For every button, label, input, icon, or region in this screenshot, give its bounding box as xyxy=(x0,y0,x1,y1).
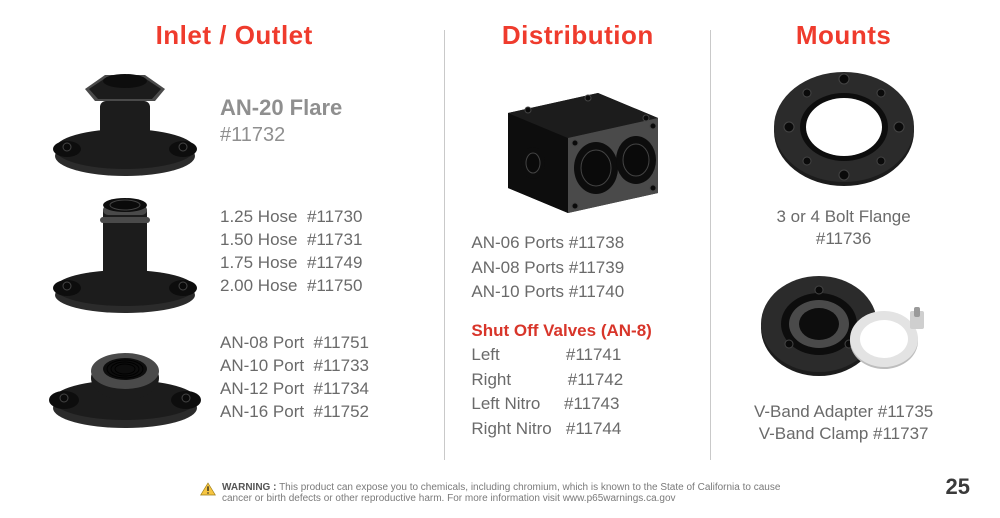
column-inlet-outlet: Inlet / Outlet xyxy=(30,20,438,439)
flare-part: #11732 xyxy=(220,122,438,149)
heading-mounts: Mounts xyxy=(796,20,891,51)
warning-body: This product can expose you to chemicals… xyxy=(222,482,780,504)
port-part-4: AN-16 Port #11752 xyxy=(220,401,438,424)
dist-part-1: AN-06 Ports #11738 xyxy=(471,231,704,256)
shutoff-heading: Shut Off Valves (AN-8) xyxy=(471,321,704,341)
inlet-port-row: AN-08 Port #11751 AN-10 Port #11733 AN-1… xyxy=(30,323,438,433)
vband-block: V-Band Adapter #11735 V-Band Clamp #1173… xyxy=(744,256,944,445)
dist-part-3: AN-10 Ports #11740 xyxy=(471,280,704,305)
column-distribution: Distribution xyxy=(451,20,704,441)
warning-icon xyxy=(200,482,216,496)
hose-part-2: 1.50 Hose #11731 xyxy=(220,229,438,252)
hose-part-4: 2.00 Hose #11750 xyxy=(220,275,438,298)
flare-title: AN-20 Flare xyxy=(220,93,438,123)
hose-part-list: 1.25 Hose #11730 1.50 Hose #11731 1.75 H… xyxy=(220,206,438,298)
port-part-list: AN-08 Port #11751 AN-10 Port #11733 AN-1… xyxy=(220,332,438,424)
divider-2 xyxy=(710,30,711,460)
heading-distribution: Distribution xyxy=(502,20,654,51)
hose-part-3: 1.75 Hose #11749 xyxy=(220,252,438,275)
divider-1 xyxy=(444,30,445,460)
port-part-3: AN-12 Port #11734 xyxy=(220,378,438,401)
port-part-2: AN-10 Port #11733 xyxy=(220,355,438,378)
vband-image xyxy=(744,256,944,401)
hose-part-1: 1.25 Hose #11730 xyxy=(220,206,438,229)
page-number: 25 xyxy=(946,474,970,500)
dist-part-2: AN-08 Ports #11739 xyxy=(471,256,704,281)
shutoff-1: Left #11741 xyxy=(471,343,704,368)
flare-fitting-image xyxy=(30,61,220,181)
warning-text: WARNING : This product can expose you to… xyxy=(222,482,800,504)
vband-line1: V-Band Adapter #11735 xyxy=(744,401,944,423)
inlet-hose-row: 1.25 Hose #11730 1.50 Hose #11731 1.75 H… xyxy=(30,187,438,317)
vband-line2: V-Band Clamp #11737 xyxy=(744,423,944,445)
bolt-flange-image xyxy=(759,61,929,206)
flange-line1: 3 or 4 Bolt Flange xyxy=(759,206,929,228)
heading-inlet-outlet: Inlet / Outlet xyxy=(156,20,313,51)
flange-line2: #11736 xyxy=(759,228,929,250)
distribution-block-image xyxy=(451,63,704,223)
port-fitting-image xyxy=(30,323,220,433)
distribution-port-list: AN-06 Ports #11738 AN-08 Ports #11739 AN… xyxy=(451,231,704,305)
port-part-1: AN-08 Port #11751 xyxy=(220,332,438,355)
bolt-flange-block: 3 or 4 Bolt Flange #11736 xyxy=(759,61,929,250)
shutoff-4: Right Nitro #11744 xyxy=(471,417,704,442)
shutoff-2: Right #11742 xyxy=(471,368,704,393)
hose-fitting-image xyxy=(30,187,220,317)
inlet-flare-row: AN-20 Flare #11732 xyxy=(30,61,438,181)
warning-label: WARNING : xyxy=(222,482,276,493)
column-mounts: Mounts xyxy=(717,20,970,451)
shutoff-3: Left Nitro #11743 xyxy=(471,392,704,417)
shutoff-list: Left #11741 Right #11742 Left Nitro #117… xyxy=(451,343,704,442)
prop65-warning: WARNING : This product can expose you to… xyxy=(200,482,800,504)
